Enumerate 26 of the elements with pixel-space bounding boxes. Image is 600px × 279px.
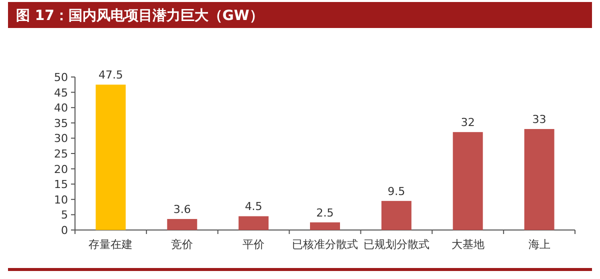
- chart-title: 图 17：国内风电项目潜力巨大（GW）: [16, 8, 264, 24]
- data-label: 9.5: [388, 184, 406, 198]
- y-tick-label: 35: [54, 116, 68, 130]
- y-tick-label: 45: [54, 86, 68, 100]
- x-tick-label: 已规划分散式: [363, 238, 430, 251]
- data-label: 4.5: [244, 200, 262, 214]
- data-label: 47.5: [98, 68, 123, 82]
- x-tick-label: 平价: [242, 238, 265, 251]
- y-tick-label: 0: [61, 224, 68, 237]
- y-tick-label: 15: [54, 178, 68, 192]
- data-label: 3.6: [173, 202, 191, 216]
- y-tick-label: 5: [61, 208, 68, 222]
- data-label: 32: [460, 116, 475, 130]
- x-tick-label: 竞价: [171, 238, 194, 251]
- y-tick-label: 40: [54, 102, 68, 115]
- x-tick-label: 存量在建: [88, 238, 133, 251]
- y-tick-label: 20: [54, 162, 68, 176]
- y-tick-label: 50: [54, 71, 68, 84]
- x-tick-label: 已核准分散式: [292, 238, 358, 251]
- data-label: 2.5: [316, 206, 334, 220]
- x-tick-label: 海上: [528, 238, 550, 251]
- x-tick-label: 大基地: [451, 238, 484, 251]
- y-tick-label: 30: [54, 132, 68, 146]
- y-tick-label: 25: [54, 148, 68, 160]
- y-tick-label: 10: [54, 193, 68, 206]
- data-label: 33: [532, 113, 546, 126]
